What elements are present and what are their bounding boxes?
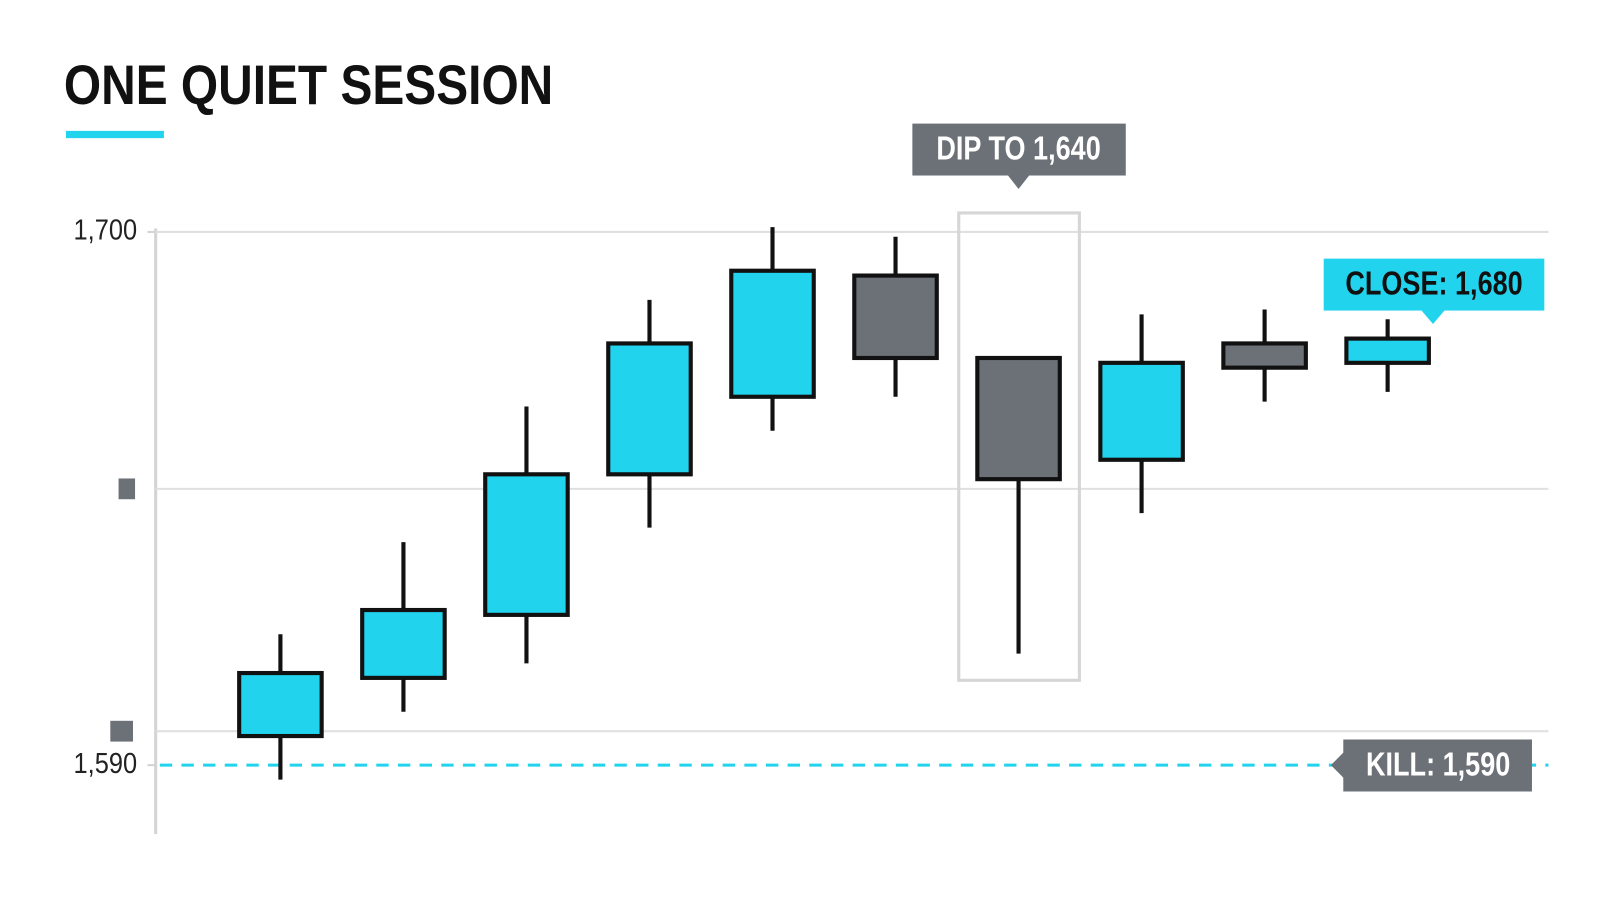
candle-body [606,341,693,477]
close-pointer [1420,309,1446,325]
candle-body [1098,360,1185,462]
dip-label: DIP TO 1,640 [936,131,1100,167]
candle-body [729,268,816,399]
dip-callout [912,123,1126,176]
title-underline [65,130,164,139]
tick-marker [118,478,136,500]
candle-body [237,670,324,739]
candle-body [852,273,939,361]
kill-callout [1330,739,1532,792]
highlight-box [957,211,1081,682]
close-callout [1323,258,1545,311]
candle-body [1221,341,1308,370]
kill-label: KILL: 1,590 [1366,747,1510,783]
y-tick-label: 1,590 [74,746,138,779]
y-tick-label: 1,700 [74,213,138,246]
candle-body [1344,336,1431,365]
candle-body [975,355,1062,482]
close-label: CLOSE: 1,680 [1345,266,1522,302]
tick-marker [110,720,133,742]
candle-body [360,607,447,680]
chart-title: ONE QUIET SESSION [64,55,553,117]
candle-body [483,472,570,617]
dip-pointer [1007,174,1030,190]
